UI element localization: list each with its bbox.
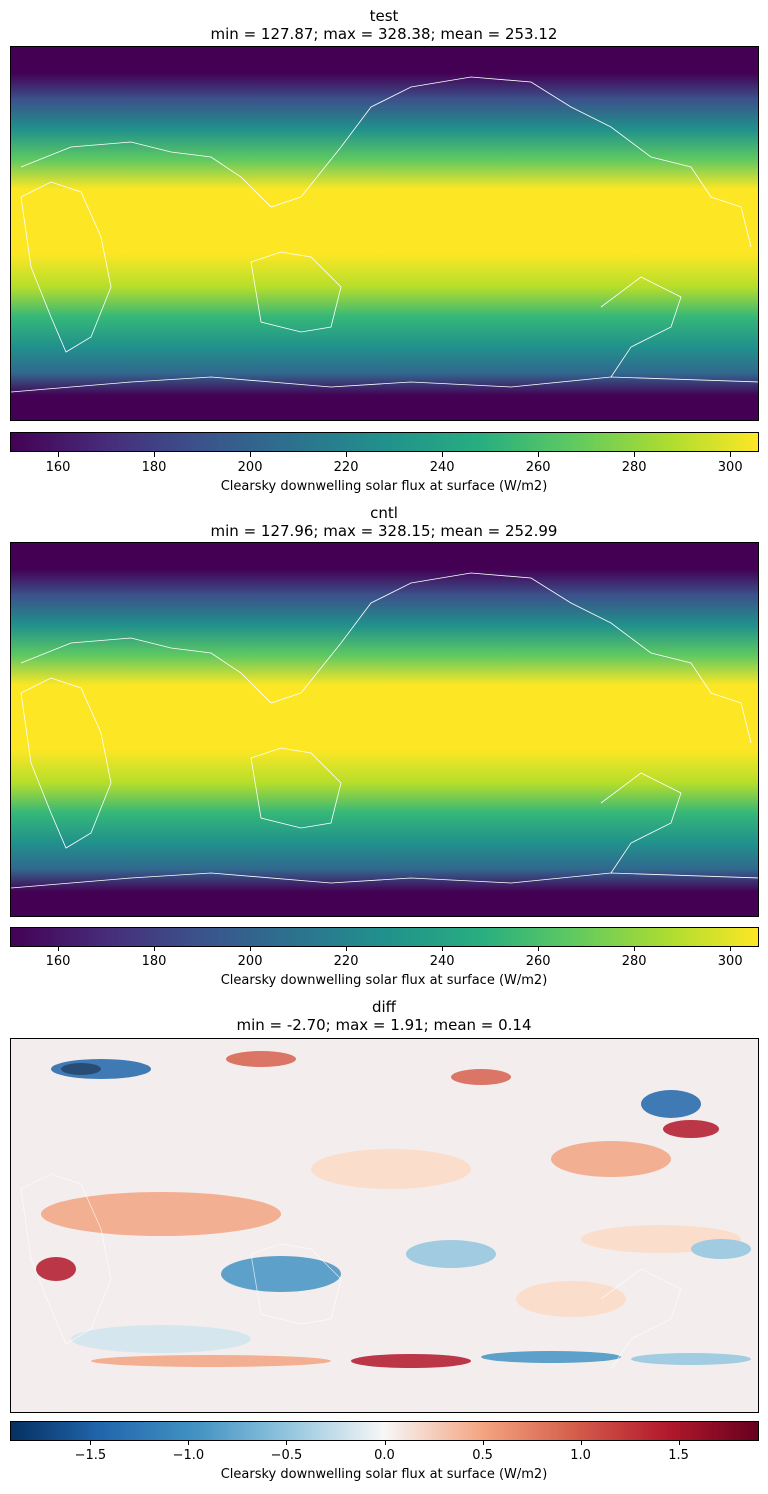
colorbar-tick <box>442 452 444 457</box>
cntl-field <box>11 543 758 916</box>
cntl-map <box>10 542 759 917</box>
colorbar-tick <box>286 1440 288 1445</box>
colorbar-tick-label: −1.5 <box>74 1448 107 1463</box>
colorbar-tick <box>634 452 636 457</box>
colorbar-tick <box>384 1440 386 1445</box>
colorbar-tick <box>580 1440 582 1445</box>
test-colorbar-label: Clearsky downwelling solar flux at surfa… <box>220 479 548 494</box>
colorbar-tick-label: 1.0 <box>570 1448 591 1463</box>
colorbar-tick <box>442 946 444 951</box>
colorbar-tick <box>678 1440 680 1445</box>
colorbar-tick-label: 160 <box>45 460 71 475</box>
test-coastlines <box>11 76 758 393</box>
cntl-stats: min = 127.96; max = 328.15; mean = 252.9… <box>210 522 558 540</box>
colorbar-tick-label: 300 <box>717 954 743 969</box>
colorbar-tick <box>346 946 348 951</box>
colorbar-tick <box>538 946 540 951</box>
test-title: test <box>369 7 399 25</box>
colorbar-tick-label: 0.0 <box>374 1448 395 1463</box>
colorbar-tick <box>346 452 348 457</box>
test-colorbar <box>10 432 759 452</box>
colorbar-tick <box>154 946 156 951</box>
test-field <box>11 47 758 420</box>
colorbar-tick-label: 280 <box>621 954 647 969</box>
cntl-colorbar <box>10 927 759 947</box>
colorbar-tick-label: 220 <box>333 460 359 475</box>
colorbar-tick-label: 240 <box>429 954 455 969</box>
test-colorbar-ticks: 160 180 200 220 240 260 280 300 <box>10 452 759 492</box>
diff-title: diff <box>371 998 397 1016</box>
colorbar-tick <box>634 946 636 951</box>
colorbar-tick-label: 0.5 <box>472 1448 493 1463</box>
colorbar-tick <box>154 452 156 457</box>
colorbar-tick-label: 300 <box>717 460 743 475</box>
diff-colorbar-label: Clearsky downwelling solar flux at surfa… <box>220 1467 548 1482</box>
colorbar-tick <box>58 452 59 457</box>
colorbar-tick-label: 280 <box>621 460 647 475</box>
colorbar-tick <box>188 1440 190 1445</box>
colorbar-tick <box>482 1440 484 1445</box>
test-map <box>10 46 759 421</box>
cntl-coastlines <box>11 572 758 889</box>
colorbar-tick <box>90 1440 92 1445</box>
colorbar-tick-label: 1.5 <box>668 1448 689 1463</box>
colorbar-tick-label: 200 <box>237 954 263 969</box>
diff-map <box>10 1038 759 1413</box>
colorbar-tick-label: 180 <box>141 954 167 969</box>
cntl-title: cntl <box>370 504 398 522</box>
colorbar-tick-label: 160 <box>45 954 71 969</box>
colorbar-tick-label: 240 <box>429 460 455 475</box>
colorbar-tick <box>58 946 59 951</box>
colorbar-tick-label: −1.0 <box>172 1448 205 1463</box>
cntl-colorbar-ticks: 160 180 200 220 240 260 280 300 <box>10 946 759 986</box>
diff-colorbar <box>10 1421 759 1441</box>
colorbar-tick <box>250 452 252 457</box>
colorbar-tick <box>730 452 732 457</box>
diff-stats: min = -2.70; max = 1.91; mean = 0.14 <box>236 1016 532 1034</box>
colorbar-tick <box>250 946 252 951</box>
diff-colorbar-ticks: −1.5 −1.0 −0.5 0.0 0.5 1.0 1.5 <box>10 1440 759 1480</box>
colorbar-tick-label: 180 <box>141 460 167 475</box>
colorbar-tick-label: −0.5 <box>270 1448 303 1463</box>
colorbar-tick-label: 260 <box>525 460 551 475</box>
colorbar-tick-label: 260 <box>525 954 551 969</box>
cntl-colorbar-label: Clearsky downwelling solar flux at surfa… <box>220 973 548 988</box>
test-stats: min = 127.87; max = 328.38; mean = 253.1… <box>210 25 558 43</box>
colorbar-tick <box>730 946 732 951</box>
diff-anomalies <box>36 1051 751 1368</box>
colorbar-tick <box>538 452 540 457</box>
colorbar-tick-label: 220 <box>333 954 359 969</box>
colorbar-tick-label: 200 <box>237 460 263 475</box>
